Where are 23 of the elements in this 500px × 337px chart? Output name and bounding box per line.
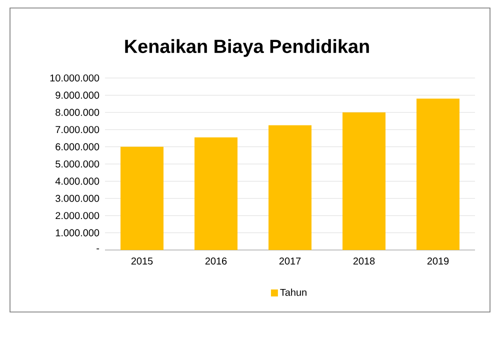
y-tick-label: 10.000.000 — [50, 74, 100, 82]
bar — [268, 125, 312, 250]
y-tick-label: 4.000.000 — [55, 178, 100, 185]
chart-title: Kenaikan Biaya Pendidikan — [125, 39, 369, 57]
bar — [342, 112, 386, 250]
x-tick-label: 2018 — [353, 258, 375, 265]
bar — [194, 137, 238, 250]
x-tick-label: 2017 — [279, 258, 301, 265]
y-tick-label: 1.000.000 — [56, 229, 100, 236]
y-tick-label: - — [96, 248, 100, 250]
y-tick-label: 3.000.000 — [56, 194, 100, 202]
y-tick-label: 8.000.000 — [56, 108, 100, 116]
bar — [120, 146, 164, 250]
x-tick-label: 2015 — [131, 258, 153, 265]
y-tick-label: 6.000.000 — [56, 143, 100, 150]
y-tick-label: 7.000.000 — [56, 126, 100, 134]
y-tick-label: 9.000.000 — [56, 92, 100, 99]
x-tick-label: 2019 — [427, 258, 449, 265]
y-tick-label: 2.000.000 — [56, 212, 100, 220]
bar — [416, 98, 460, 250]
x-tick-label: 2016 — [205, 258, 227, 265]
legend-label: Tahun — [280, 288, 306, 296]
y-tick-label: 5.000.000 — [56, 160, 100, 168]
